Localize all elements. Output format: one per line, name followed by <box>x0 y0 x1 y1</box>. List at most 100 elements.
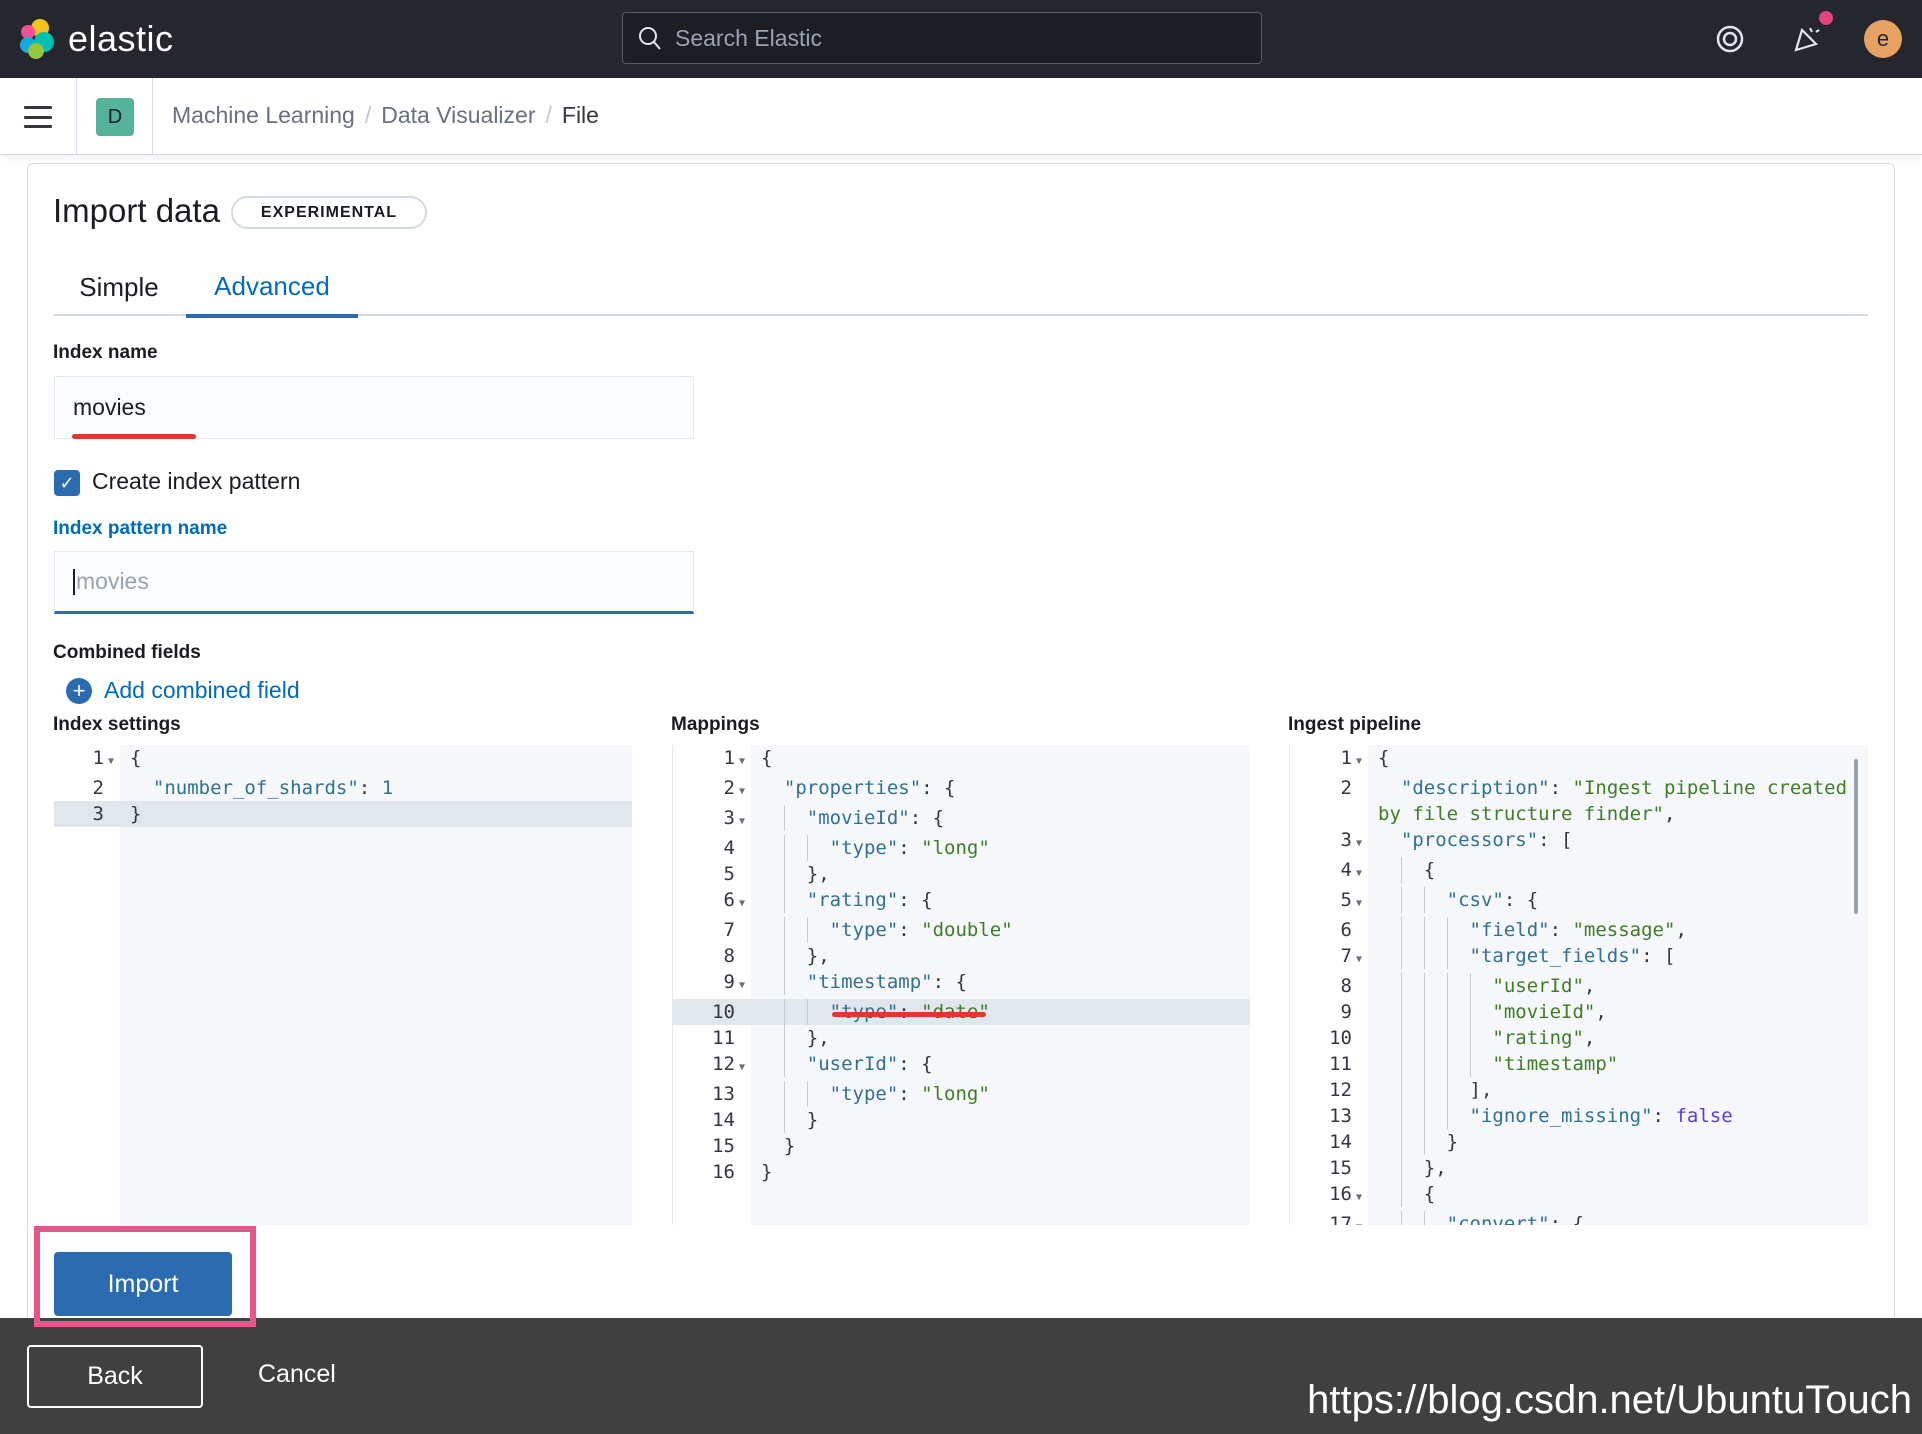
plus-circle-icon: + <box>66 677 92 704</box>
code-line: 1 ▼ { <box>673 745 1250 775</box>
search-input[interactable]: Search Elastic <box>622 12 1262 64</box>
code-text: "type": "long" <box>751 835 1250 861</box>
code-text: "number_of_shards": 1 <box>152 777 394 799</box>
code-text: }, <box>751 1025 1250 1051</box>
back-button[interactable]: Back <box>27 1345 203 1408</box>
fold-arrow-icon[interactable]: ▼ <box>1355 898 1363 909</box>
fold-arrow-icon[interactable]: ▼ <box>1352 1215 1366 1225</box>
tab-simple[interactable]: Simple <box>79 271 159 302</box>
tabs: Simple Advanced <box>54 258 1868 318</box>
page-title: Import data <box>53 192 220 229</box>
code-line: 2 ▼ "properties": { <box>673 775 1250 805</box>
breadcrumb-data-visualizer[interactable]: Data Visualizer <box>381 102 536 128</box>
fold-arrow-icon[interactable]: ▼ <box>738 898 746 909</box>
fold-arrow-icon[interactable]: ▼ <box>1355 838 1363 849</box>
fold-arrow-icon[interactable]: ▼ <box>738 816 746 827</box>
line-number: 6 <box>1340 919 1352 941</box>
line-number: 9 <box>723 971 735 993</box>
code-text: "timestamp" <box>1368 1051 1868 1077</box>
index-settings-editor[interactable]: 1 ▼{2 "number_of_shards": 1 3} <box>54 745 632 1225</box>
code-text: "movieId": { <box>751 805 1250 835</box>
line-number: 12 <box>1329 1079 1352 1101</box>
code-line: 11 "timestamp" <box>1290 1051 1868 1077</box>
code-line: 10 "type": "date" <box>673 999 1250 1025</box>
fold-arrow-icon[interactable]: ▼ <box>1355 756 1363 767</box>
index-name-input[interactable]: movies <box>54 376 694 439</box>
fold-arrow-icon[interactable]: ▼ <box>1355 1192 1363 1203</box>
editor-scrollbar[interactable] <box>1854 759 1858 914</box>
create-index-pattern-label[interactable]: Create index pattern <box>92 468 301 494</box>
line-number: 9 <box>1340 1001 1352 1023</box>
index-settings-label: Index settings <box>53 714 181 735</box>
add-combined-field-label: Add combined field <box>104 677 300 703</box>
annotation-underline <box>72 434 196 439</box>
code-line: 1 ▼ { <box>1290 745 1868 775</box>
elastic-logo[interactable]: elastic <box>18 18 174 60</box>
code-line: 2 "description": "Ingest pipeline created… <box>1290 775 1868 827</box>
tab-advanced[interactable]: Advanced <box>186 258 358 318</box>
code-text: { <box>1368 1181 1868 1211</box>
add-combined-field-button[interactable]: + Add combined field <box>66 677 300 704</box>
code-text: { <box>1368 857 1868 887</box>
fold-arrow-icon[interactable]: ▼ <box>107 756 115 767</box>
fold-arrow-icon[interactable]: ▼ <box>1355 954 1363 965</box>
code-text: } <box>783 1135 796 1157</box>
code-line: 6 "field": "message", <box>1290 917 1868 943</box>
fold-arrow-icon[interactable]: ▼ <box>738 1062 746 1073</box>
fold-arrow-icon[interactable]: ▼ <box>738 756 746 767</box>
code-text: "properties": { <box>783 777 956 799</box>
ingest-pipeline-editor[interactable]: 1 ▼{2 "description": "Ingest pipeline crea… <box>1289 745 1868 1225</box>
code-text: "field": "message", <box>1368 917 1868 943</box>
code-line: 14} <box>673 1107 1250 1133</box>
code-text: "ignore_missing": false <box>1368 1103 1868 1129</box>
code-text: "rating", <box>1368 1025 1868 1051</box>
ingest-pipeline-label: Ingest pipeline <box>1288 714 1422 735</box>
line-number: 3 <box>1340 829 1352 851</box>
code-text: } <box>130 803 142 825</box>
line-number: 5 <box>1340 889 1352 911</box>
code-text: "movieId", <box>1368 999 1868 1025</box>
code-line: 4 ▼ { <box>1290 857 1868 887</box>
line-number: 10 <box>1329 1027 1352 1049</box>
search-placeholder: Search Elastic <box>675 24 823 51</box>
index-pattern-placeholder: movies <box>76 568 149 594</box>
fold-arrow-icon[interactable]: ▼ <box>738 980 746 991</box>
line-number: 7 <box>723 919 735 941</box>
news-feed-icon[interactable] <box>1790 22 1824 56</box>
index-pattern-name-label: Index pattern name <box>53 518 228 539</box>
import-button[interactable]: Import <box>54 1252 232 1316</box>
menu-icon[interactable] <box>24 106 52 128</box>
line-number: 4 <box>1340 859 1352 881</box>
bottom-bar <box>0 1318 1922 1434</box>
line-number: 13 <box>1329 1105 1352 1127</box>
code-text: } <box>1368 1129 1868 1155</box>
experimental-badge: EXPERIMENTAL <box>231 196 427 229</box>
code-line: 5 ▼ "csv": { <box>1290 887 1868 917</box>
mappings-editor[interactable]: 1 ▼{2 ▼ "properties": {3 ▼ "movieId": {4 "type… <box>672 745 1250 1225</box>
index-name-label: Index name <box>53 342 158 363</box>
annotation-underline <box>832 1012 986 1017</box>
fold-arrow-icon[interactable]: ▼ <box>738 786 746 797</box>
code-text: "userId": { <box>751 1051 1250 1081</box>
line-number: 7 <box>1340 945 1352 967</box>
line-number: 12 <box>712 1053 735 1075</box>
breadcrumb: Machine Learning / Data Visualizer / File <box>172 102 599 128</box>
index-pattern-name-input[interactable]: movies <box>54 551 694 614</box>
code-line: 6 ▼ "rating": { <box>673 887 1250 917</box>
code-text: "target_fields": [ <box>1368 943 1868 973</box>
help-icon[interactable] <box>1713 22 1747 56</box>
create-index-pattern-checkbox[interactable]: ✓ <box>54 470 80 496</box>
code-line: 15}, <box>1290 1155 1868 1181</box>
user-avatar[interactable]: e <box>1864 20 1902 58</box>
elastic-logo-icon <box>20 19 54 59</box>
line-number: 3 <box>723 807 735 829</box>
code-text: } <box>751 1107 1250 1133</box>
code-text: "userId", <box>1368 973 1868 999</box>
fold-arrow-icon[interactable]: ▼ <box>1355 868 1363 879</box>
line-number: 15 <box>712 1135 735 1157</box>
breadcrumb-machine-learning[interactable]: Machine Learning <box>172 102 355 128</box>
code-text: "csv": { <box>1368 887 1868 917</box>
line-number: 10 <box>712 1001 735 1023</box>
space-avatar[interactable]: D <box>96 98 134 136</box>
cancel-button[interactable]: Cancel <box>258 1360 336 1388</box>
